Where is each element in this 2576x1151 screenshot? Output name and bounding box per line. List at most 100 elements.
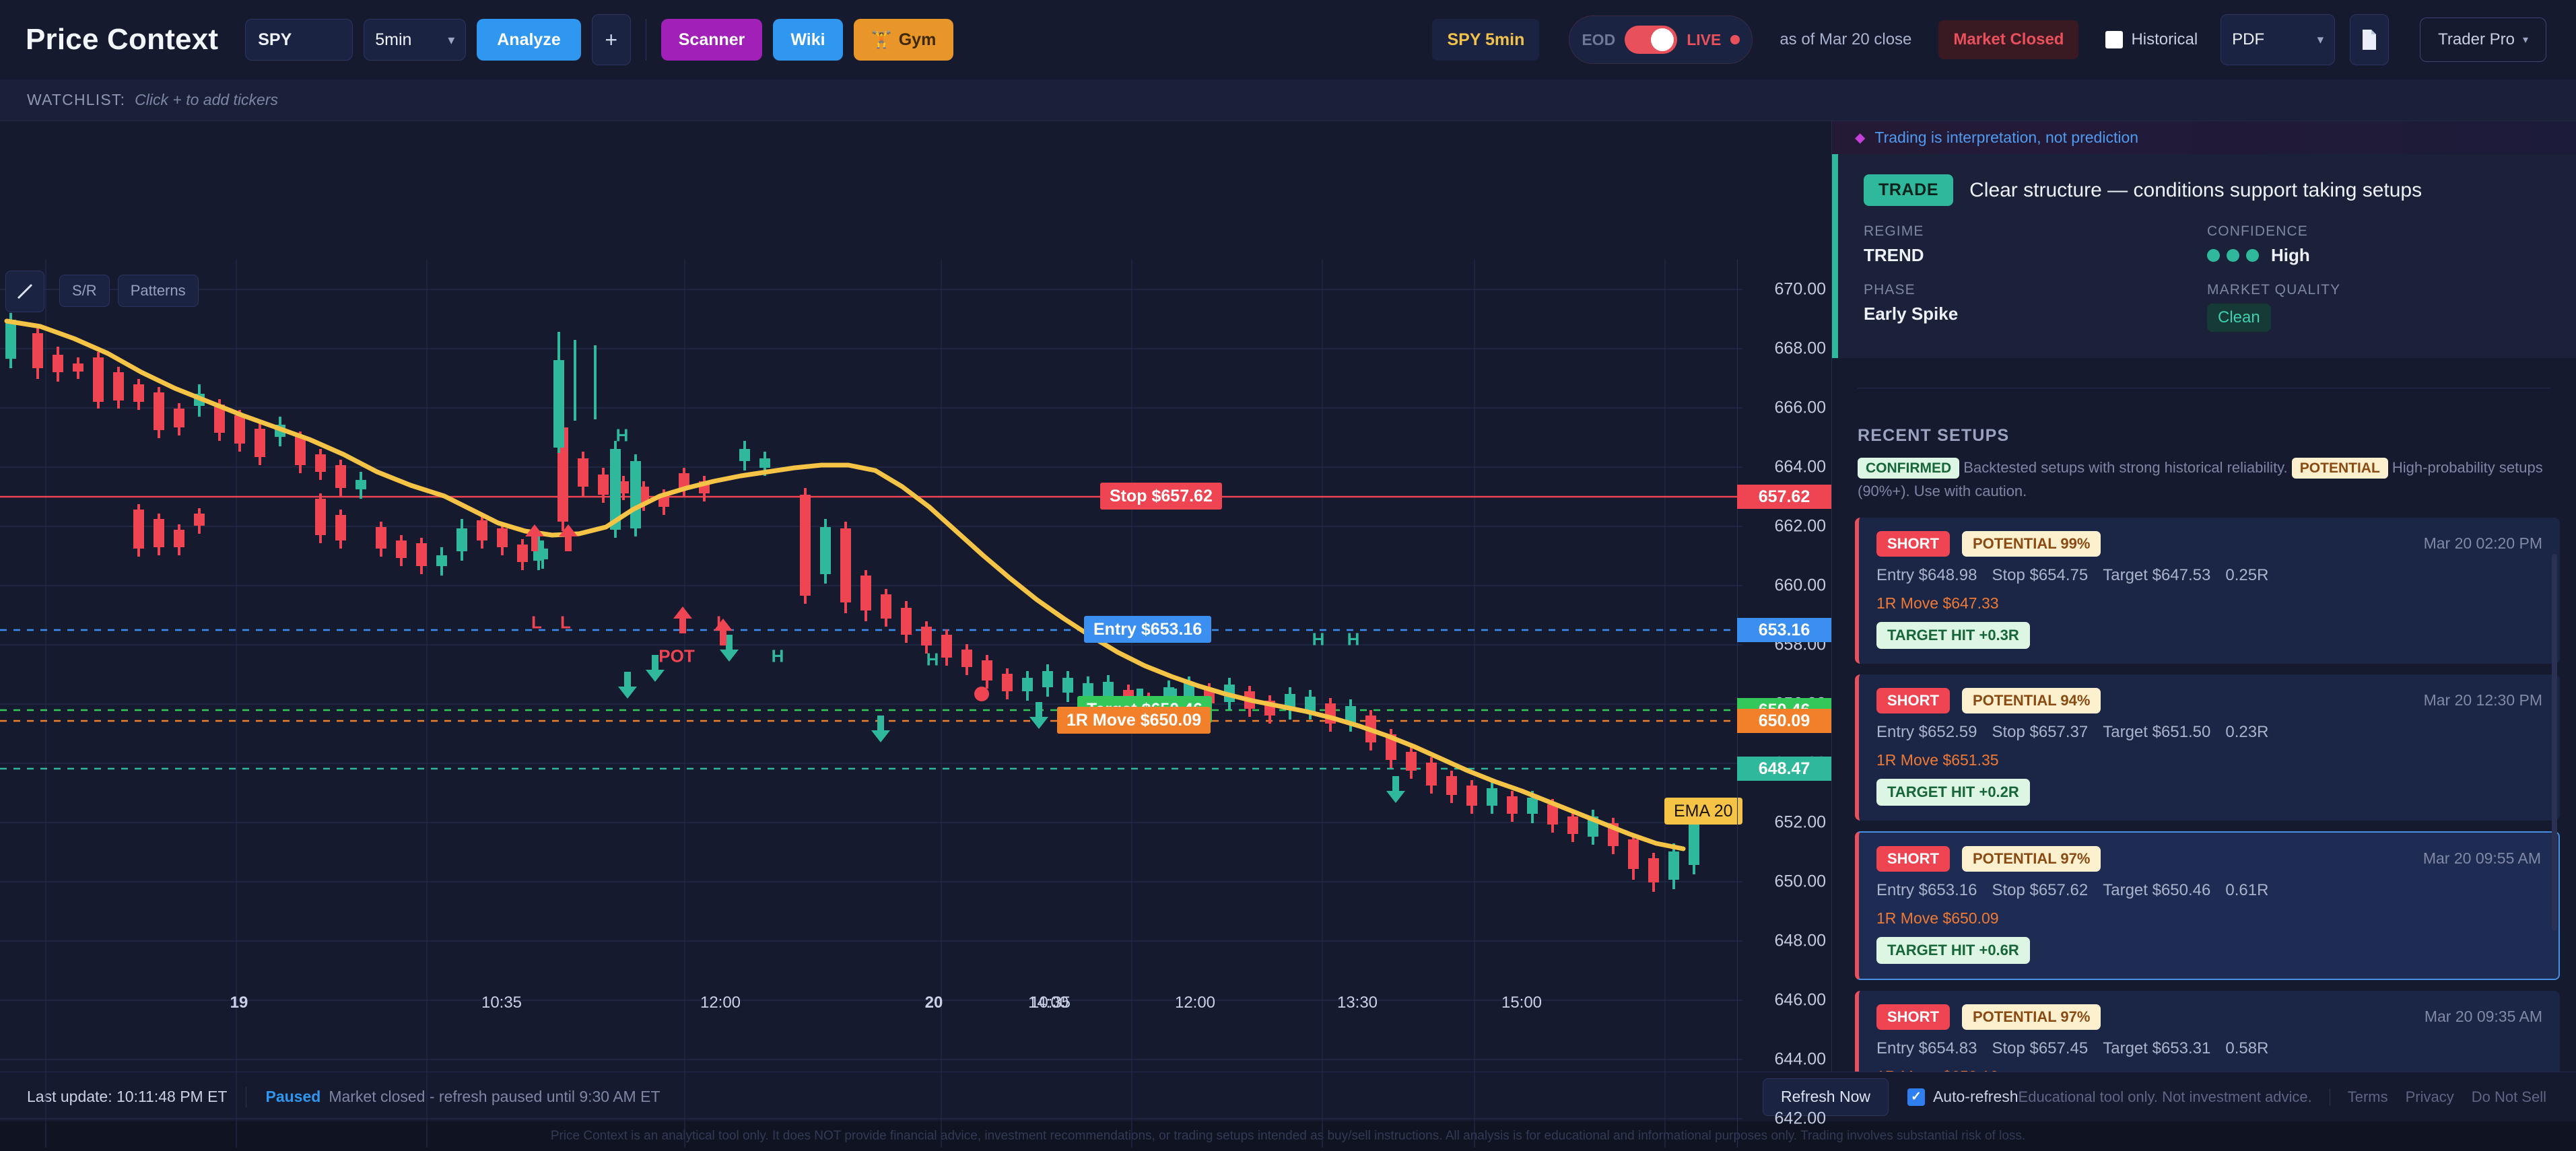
x-tick: 19 <box>230 993 248 1012</box>
quality-key: MARKET QUALITY <box>2207 282 2341 298</box>
phase-value: Early Spike <box>1864 304 1959 324</box>
price-tag-last: 648.47 <box>1737 757 1831 781</box>
account-menu-button[interactable]: Trader Pro ▾ <box>2420 18 2546 62</box>
setup-r: 0.61R <box>2225 880 2269 899</box>
historical-checkbox[interactable] <box>2105 31 2124 48</box>
eod-live-toggle-group[interactable]: EOD LIVE <box>1569 15 1753 64</box>
historical-checkbox-group[interactable]: Historical <box>2105 30 2198 49</box>
tab-patterns-label: Patterns <box>130 282 186 299</box>
tab-patterns[interactable]: Patterns <box>117 275 199 307</box>
potential-chip: POTENTIAL <box>2291 458 2388 479</box>
chevron-down-icon: ▾ <box>2317 32 2324 47</box>
setup-stop: Stop $654.75 <box>1992 565 2089 584</box>
paused-detail: Market closed - refresh paused until 9:3… <box>329 1088 660 1105</box>
setup-entry: Entry $653.16 <box>1876 880 1977 899</box>
setup-card[interactable]: SHORT POTENTIAL 94% Mar 20 12:30 PM Entr… <box>1855 674 2560 821</box>
setup-entry: Entry $652.59 <box>1876 722 1977 741</box>
setups-list[interactable]: SHORT POTENTIAL 99% Mar 20 02:20 PM Entr… <box>1855 517 2560 1072</box>
setup-levels: Entry $652.59 Stop $657.37 Target $651.5… <box>1876 723 2542 742</box>
analyze-button[interactable]: Analyze <box>477 19 581 61</box>
setup-r: 0.58R <box>2225 1039 2269 1057</box>
toggle-knob <box>1651 28 1674 51</box>
export-format-select[interactable]: PDF ▾ <box>2221 14 2336 65</box>
diamond-icon: ◆ <box>1855 131 1866 146</box>
app-title: Price Context <box>26 23 219 56</box>
trade-card-header: TRADE Clear structure — conditions suppo… <box>1864 174 2550 207</box>
setup-stop: Stop $657.62 <box>1992 880 2089 899</box>
setup-one-r-move: 1R Move $647.33 <box>1876 594 1999 612</box>
one-r-price-label: 1R Move $650.09 <box>1057 707 1211 734</box>
tab-sr[interactable]: S/R <box>59 275 110 307</box>
setup-levels: Entry $653.16 Stop $657.62 Target $650.4… <box>1876 881 2541 900</box>
market-quality-badge: Clean <box>2207 304 2271 333</box>
price-tag-entry: 653.16 <box>1737 618 1831 642</box>
price-tick: 666.00 <box>1774 398 1826 417</box>
ticker-input[interactable] <box>245 19 353 61</box>
eod-live-toggle[interactable] <box>1625 26 1678 54</box>
setup-quality-badge: POTENTIAL 94% <box>1962 687 2101 713</box>
drawing-tool-button[interactable] <box>5 271 44 312</box>
x-tick: 12:00 <box>1174 993 1216 1012</box>
price-tick: 648.00 <box>1774 931 1826 950</box>
trade-card-metrics: REGIME CONFIDENCE TREND High PHASE MARKE… <box>1864 223 2550 335</box>
scanner-label: Scanner <box>678 30 745 49</box>
plus-icon: + <box>605 27 618 52</box>
do-not-sell-link[interactable]: Do Not Sell <box>2471 1088 2546 1105</box>
banner-text: Trading is interpretation, not predictio… <box>1874 129 2139 147</box>
price-tick: 652.00 <box>1774 812 1826 832</box>
watchlist-hint[interactable]: Click + to add tickers <box>135 91 279 108</box>
price-tick: 662.00 <box>1774 516 1826 536</box>
auto-refresh-group[interactable]: ✓ Auto-refresh <box>1907 1088 2019 1106</box>
confirmed-chip: CONFIRMED <box>1858 458 1960 479</box>
gym-button[interactable]: 🏋 Gym <box>853 19 954 61</box>
setup-header: SHORT POTENTIAL 97% Mar 20 09:35 AM <box>1876 1004 2542 1030</box>
setup-timestamp: Mar 20 09:35 AM <box>2424 1008 2542 1026</box>
export-format-value: PDF <box>2232 30 2265 48</box>
confidence-value: High <box>2271 245 2310 266</box>
last-update-text: Last update: 10:11:48 PM ET <box>27 1088 228 1105</box>
x-tick: 10:35 <box>481 993 522 1012</box>
setup-header: SHORT POTENTIAL 99% Mar 20 02:20 PM <box>1876 530 2542 557</box>
scanner-button[interactable]: Scanner <box>660 19 763 61</box>
setup-stop: Stop $657.37 <box>1992 722 2089 741</box>
symbol-chip-label: SPY 5min <box>1447 30 1525 49</box>
export-document-button[interactable] <box>2350 14 2389 65</box>
terms-link[interactable]: Terms <box>2347 1088 2388 1105</box>
dumbbell-icon: 🏋 <box>871 30 892 49</box>
chevron-down-icon: ▾ <box>448 32 455 48</box>
setup-side-badge: SHORT <box>1876 530 1950 557</box>
auto-refresh-label: Auto-refresh <box>1932 1088 2019 1105</box>
refresh-now-button[interactable]: Refresh Now <box>1763 1078 1889 1116</box>
setups-scrollbar[interactable] <box>2552 553 2557 931</box>
setup-outcome-badge: TARGET HIT +0.6R <box>1876 936 2030 964</box>
setup-card-selected[interactable]: SHORT POTENTIAL 97% Mar 20 09:55 AM Entr… <box>1855 831 2560 980</box>
gym-label: Gym <box>898 30 937 49</box>
setup-card[interactable]: SHORT POTENTIAL 97% Mar 20 09:35 AM Entr… <box>1855 990 2560 1072</box>
setup-one-r-move: 1R Move $650.09 <box>1876 909 1999 927</box>
add-ticker-button[interactable]: + <box>591 14 631 65</box>
setup-outcome-badge: TARGET HIT +0.3R <box>1876 621 2030 649</box>
setup-target: Target $651.50 <box>2103 722 2211 741</box>
auto-refresh-checkbox[interactable]: ✓ <box>1907 1088 1925 1106</box>
chart-price-axis: 670.00 668.00 666.00 664.00 662.00 660.0… <box>1737 259 1831 1148</box>
confidence-key: CONFIDENCE <box>2207 223 2308 240</box>
privacy-link[interactable]: Privacy <box>2405 1088 2454 1105</box>
setup-target: Target $647.53 <box>2103 565 2211 584</box>
setup-card[interactable]: SHORT POTENTIAL 99% Mar 20 02:20 PM Entr… <box>1855 517 2560 664</box>
regime-value: TREND <box>1864 245 1924 266</box>
setup-target: Target $650.46 <box>2103 880 2211 899</box>
account-label: Trader Pro <box>2438 30 2515 48</box>
analysis-panel: ◆ Trading is interpretation, not predict… <box>1831 121 2576 1072</box>
live-status-dot <box>1730 35 1740 44</box>
timeframe-select[interactable]: 5min ▾ <box>364 19 467 61</box>
educational-note: Educational tool only. Not investment ad… <box>2018 1088 2312 1105</box>
wiki-button[interactable]: Wiki <box>773 19 843 61</box>
market-status-badge: Market Closed <box>1938 20 2079 59</box>
price-tick: 670.00 <box>1774 279 1826 299</box>
setup-r: 0.23R <box>2225 722 2269 741</box>
price-chart[interactable] <box>0 259 1742 1148</box>
trade-title: Clear structure — conditions support tak… <box>1969 178 2422 201</box>
setup-side-badge: SHORT <box>1876 1004 1950 1030</box>
confirmed-desc: Backtested setups with strong historical… <box>1963 459 2288 477</box>
